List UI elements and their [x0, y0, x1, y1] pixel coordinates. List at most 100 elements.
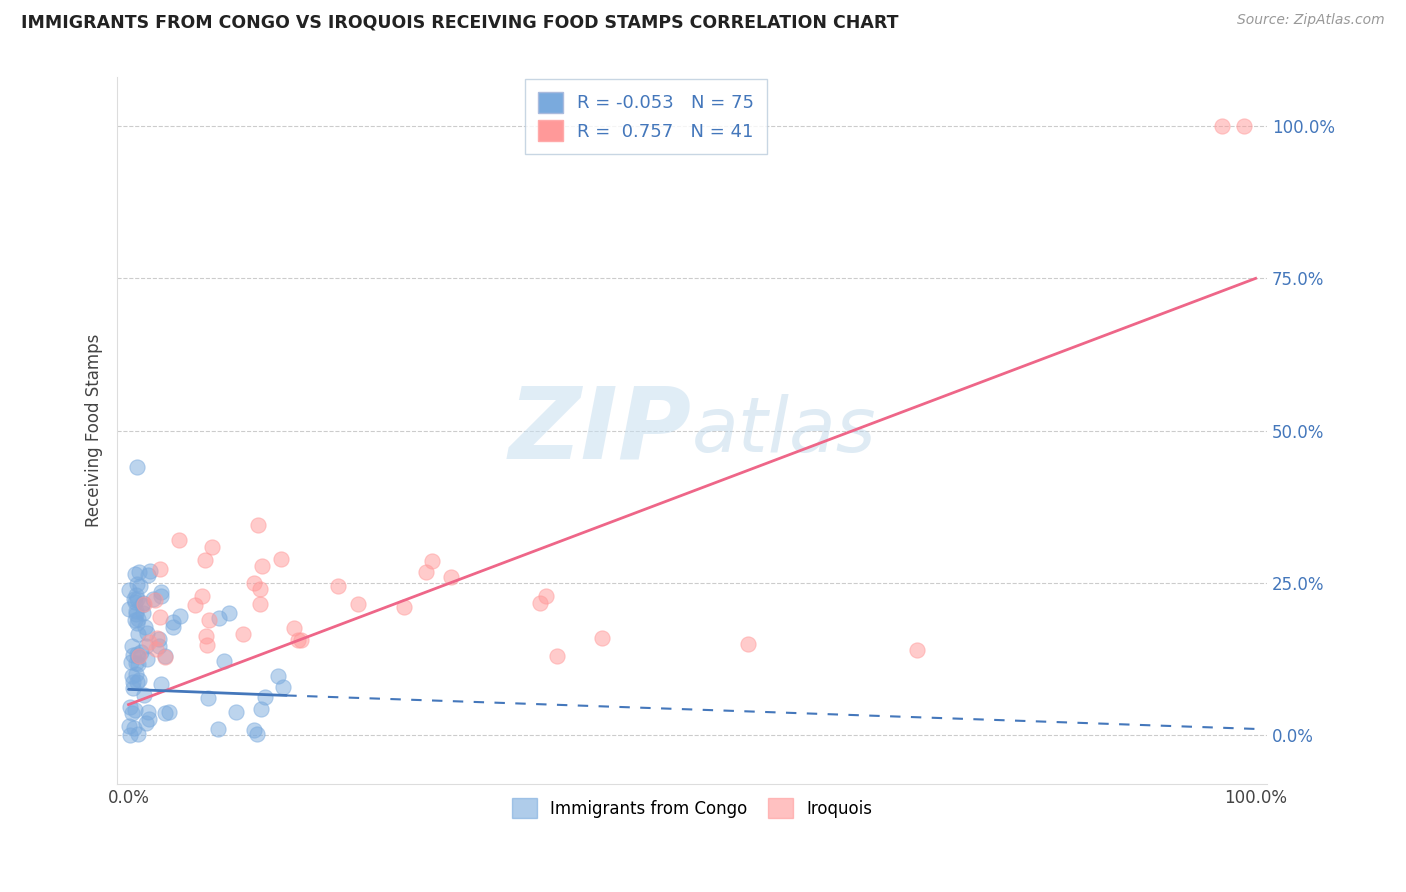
Point — [191, 590, 214, 604]
Text: Source: ZipAtlas.com: Source: ZipAtlas.com — [1237, 13, 1385, 28]
Y-axis label: Receiving Food Stamps: Receiving Food Stamps — [86, 334, 103, 527]
Point — [149, 590, 172, 604]
Point — [129, 579, 152, 593]
Point — [118, 601, 141, 615]
Point — [254, 690, 277, 705]
Point — [195, 638, 218, 652]
Point — [326, 579, 349, 593]
Point — [143, 593, 166, 607]
Point — [242, 575, 264, 590]
Point — [146, 631, 169, 645]
Point — [148, 632, 170, 646]
Point — [153, 650, 176, 665]
Point — [125, 607, 148, 621]
Point — [125, 675, 148, 690]
Point — [529, 596, 551, 610]
Point — [118, 728, 141, 742]
Point — [121, 681, 143, 695]
Point — [125, 592, 148, 607]
Point — [440, 569, 463, 583]
Point — [124, 667, 146, 681]
Point — [124, 595, 146, 609]
Point — [149, 562, 172, 576]
Point — [118, 583, 141, 598]
Point — [392, 599, 415, 614]
Point — [125, 647, 148, 661]
Point — [142, 591, 165, 606]
Point — [197, 691, 219, 706]
Point — [121, 706, 143, 720]
Point — [162, 620, 184, 634]
Point — [169, 609, 191, 624]
Point — [132, 596, 155, 610]
Point — [136, 568, 159, 582]
Point — [197, 613, 219, 627]
Point — [138, 634, 160, 648]
Point — [132, 606, 155, 620]
Point — [207, 722, 229, 736]
Point — [127, 460, 149, 475]
Point — [232, 627, 254, 641]
Point — [127, 727, 149, 741]
Point — [249, 597, 271, 611]
Point — [135, 639, 157, 653]
Point — [124, 566, 146, 581]
Point — [157, 705, 180, 719]
Point — [153, 706, 176, 720]
Point — [167, 533, 190, 548]
Point — [125, 657, 148, 671]
Point — [121, 669, 143, 683]
Point — [149, 584, 172, 599]
Point — [125, 588, 148, 602]
Point — [534, 589, 557, 603]
Point — [149, 677, 172, 691]
Point — [201, 540, 224, 554]
Point — [907, 642, 929, 657]
Point — [250, 701, 273, 715]
Point — [127, 649, 149, 664]
Point — [135, 625, 157, 640]
Point — [148, 639, 170, 653]
Point — [212, 654, 235, 668]
Point — [271, 680, 294, 694]
Point — [131, 599, 153, 613]
Point — [420, 553, 443, 567]
Point — [124, 613, 146, 627]
Point — [139, 564, 162, 578]
Text: ZIP: ZIP — [509, 382, 692, 479]
Point — [283, 621, 305, 635]
Point — [120, 699, 142, 714]
Point — [135, 716, 157, 731]
Point — [125, 604, 148, 618]
Point — [120, 655, 142, 669]
Point — [225, 706, 247, 720]
Point — [218, 606, 240, 620]
Point — [208, 610, 231, 624]
Point — [246, 518, 269, 533]
Point — [121, 639, 143, 653]
Point — [1211, 119, 1233, 133]
Point — [194, 629, 217, 643]
Point — [153, 649, 176, 664]
Point — [122, 648, 145, 662]
Point — [243, 723, 266, 738]
Point — [249, 582, 271, 597]
Point — [162, 615, 184, 629]
Point — [290, 633, 312, 648]
Point — [118, 719, 141, 733]
Point — [124, 592, 146, 607]
Point — [138, 712, 160, 726]
Point — [270, 552, 292, 566]
Point — [145, 641, 167, 656]
Point — [124, 703, 146, 717]
Point — [149, 609, 172, 624]
Point — [184, 599, 207, 613]
Text: atlas: atlas — [692, 393, 876, 467]
Point — [121, 675, 143, 690]
Text: IMMIGRANTS FROM CONGO VS IROQUOIS RECEIVING FOOD STAMPS CORRELATION CHART: IMMIGRANTS FROM CONGO VS IROQUOIS RECEIV… — [21, 13, 898, 31]
Point — [132, 688, 155, 702]
Point — [136, 651, 159, 665]
Point — [127, 657, 149, 672]
Point — [546, 648, 568, 663]
Point — [127, 611, 149, 625]
